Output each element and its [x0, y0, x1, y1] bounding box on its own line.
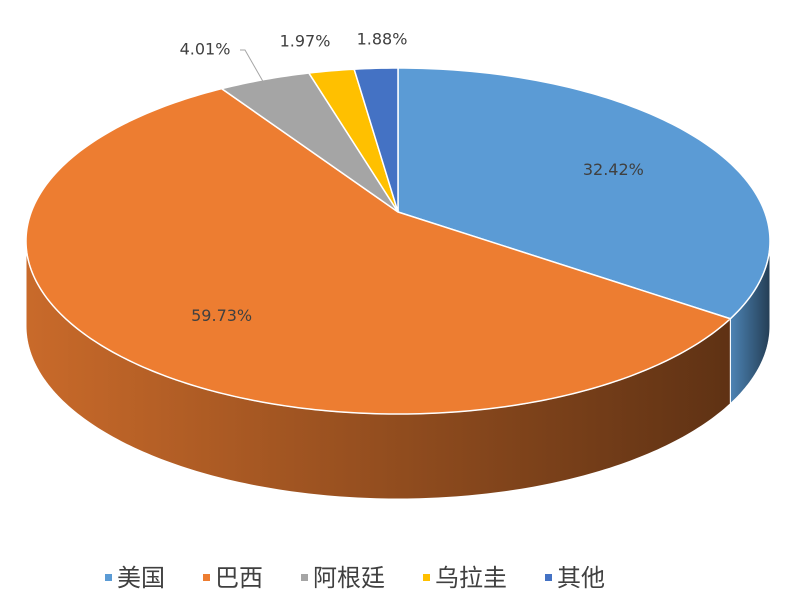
legend-marker: [301, 574, 308, 581]
data-label: 59.73%: [191, 306, 252, 325]
legend-marker: [545, 574, 552, 581]
data-label: 1.88%: [357, 30, 408, 49]
leader-line: [240, 49, 265, 84]
legend-label: 乌拉圭: [435, 564, 507, 592]
slice: [25, 87, 732, 415]
slice: [307, 68, 399, 213]
legend-label: 巴西: [215, 564, 263, 592]
legend-label: 阿根廷: [313, 564, 385, 592]
slice: [219, 72, 399, 213]
data-label: 1.97%: [280, 32, 331, 51]
slice: [353, 67, 399, 213]
legend-marker: [203, 574, 210, 581]
legend-marker: [105, 574, 112, 581]
legend-marker: [423, 574, 430, 581]
data-label: 4.01%: [180, 40, 231, 59]
slice: [397, 67, 771, 320]
legend-label: 其他: [557, 564, 605, 592]
legend-label: 美国: [117, 564, 165, 592]
data-label: 32.42%: [583, 160, 644, 179]
